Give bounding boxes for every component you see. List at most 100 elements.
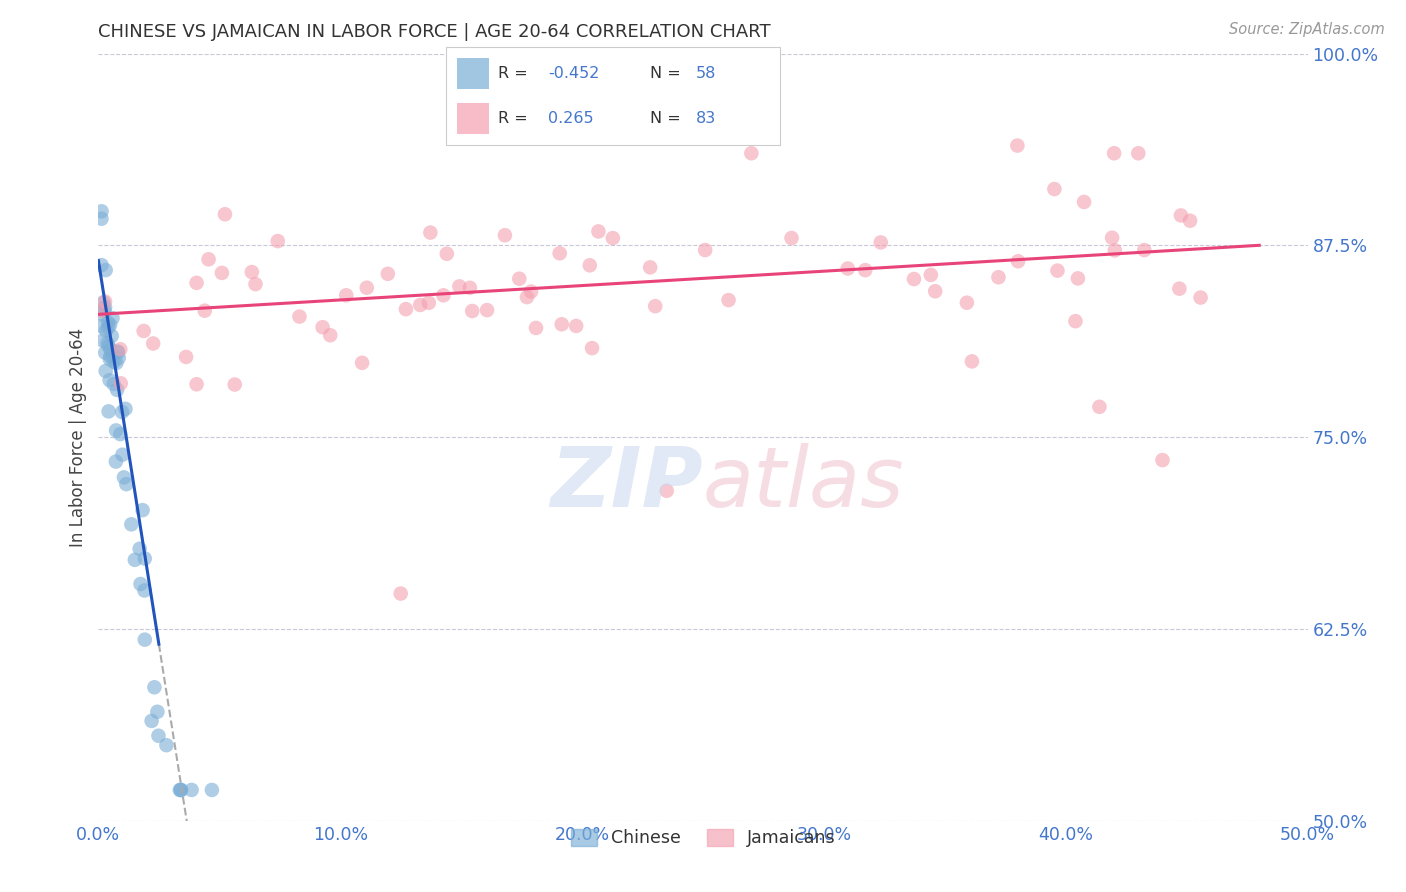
Point xyxy=(449,279,471,293)
Point xyxy=(520,285,543,299)
Point xyxy=(1170,209,1192,223)
Point xyxy=(93,304,115,318)
Text: CHINESE VS JAMAICAN IN LABOR FORCE | AGE 20-64 CORRELATION CHART: CHINESE VS JAMAICAN IN LABOR FORCE | AGE… xyxy=(98,23,770,41)
Point xyxy=(107,345,129,359)
Point xyxy=(644,299,666,313)
Point xyxy=(194,303,217,318)
Point xyxy=(524,321,547,335)
Point xyxy=(224,377,246,392)
Point xyxy=(111,405,134,419)
Point xyxy=(103,354,125,368)
Point xyxy=(1064,314,1087,328)
Text: R =: R = xyxy=(498,66,533,81)
Text: 0.265: 0.265 xyxy=(548,111,593,126)
Point xyxy=(115,477,138,491)
Point xyxy=(120,517,142,532)
Point xyxy=(97,404,120,418)
Point xyxy=(94,294,117,309)
Point xyxy=(197,252,219,267)
Point xyxy=(1101,231,1123,245)
Point xyxy=(98,352,121,367)
Point xyxy=(578,258,600,272)
Point xyxy=(1007,254,1029,268)
Text: 83: 83 xyxy=(696,111,716,126)
Point xyxy=(1007,138,1029,153)
Point xyxy=(100,329,122,343)
Point xyxy=(98,349,121,363)
Point xyxy=(142,336,165,351)
Point xyxy=(97,316,120,330)
Point xyxy=(695,243,717,257)
Text: atlas: atlas xyxy=(703,442,904,524)
Point xyxy=(1178,213,1201,227)
Point xyxy=(475,303,498,318)
Point xyxy=(90,258,112,272)
Point xyxy=(352,356,374,370)
Point xyxy=(1046,263,1069,277)
Point xyxy=(91,334,114,348)
Point xyxy=(105,356,128,370)
Point xyxy=(1189,291,1212,305)
Point xyxy=(461,304,484,318)
Point xyxy=(418,295,440,310)
Text: 58: 58 xyxy=(696,66,717,81)
Point xyxy=(409,298,432,312)
Point xyxy=(740,146,762,161)
Point xyxy=(105,424,128,438)
Point xyxy=(335,288,357,302)
Text: ZIP: ZIP xyxy=(550,442,703,524)
Point xyxy=(311,320,333,334)
Point xyxy=(134,632,156,647)
Point xyxy=(111,448,134,462)
Point xyxy=(389,586,412,600)
Point xyxy=(134,551,156,566)
Point xyxy=(780,231,803,245)
Point xyxy=(508,271,530,285)
Point xyxy=(655,483,678,498)
Point xyxy=(90,211,112,226)
Point xyxy=(956,295,979,310)
Point xyxy=(169,783,191,797)
Point xyxy=(395,302,418,317)
Point xyxy=(853,263,876,277)
Point xyxy=(169,783,191,797)
Bar xyxy=(457,58,489,88)
Point xyxy=(920,268,942,282)
Y-axis label: In Labor Force | Age 20-64: In Labor Force | Age 20-64 xyxy=(69,327,87,547)
Point xyxy=(104,454,127,468)
Point xyxy=(134,583,156,598)
Point xyxy=(148,729,170,743)
Text: Source: ZipAtlas.com: Source: ZipAtlas.com xyxy=(1229,22,1385,37)
Point xyxy=(128,541,150,556)
Point xyxy=(174,350,197,364)
Point xyxy=(103,377,125,392)
Point xyxy=(356,281,378,295)
Point xyxy=(170,783,193,797)
Point xyxy=(267,234,290,248)
Point xyxy=(494,228,516,243)
Point xyxy=(903,272,925,286)
Point xyxy=(112,470,135,484)
Text: -0.452: -0.452 xyxy=(548,66,599,81)
Point xyxy=(565,318,588,333)
Point xyxy=(1152,453,1174,467)
Point xyxy=(419,226,441,240)
Point xyxy=(436,246,458,260)
Point xyxy=(94,324,117,338)
Point xyxy=(93,295,115,310)
Point xyxy=(90,204,112,219)
FancyBboxPatch shape xyxy=(446,46,780,145)
Point xyxy=(458,281,481,295)
Point xyxy=(107,351,129,365)
Text: N =: N = xyxy=(650,66,686,81)
Point xyxy=(110,343,132,357)
Point xyxy=(516,290,538,304)
Point xyxy=(319,328,342,343)
Point xyxy=(581,341,603,355)
Point xyxy=(90,319,112,334)
Point xyxy=(105,383,128,397)
Point xyxy=(97,339,120,353)
Point xyxy=(129,577,152,591)
Point xyxy=(588,224,610,238)
Point xyxy=(240,265,263,279)
